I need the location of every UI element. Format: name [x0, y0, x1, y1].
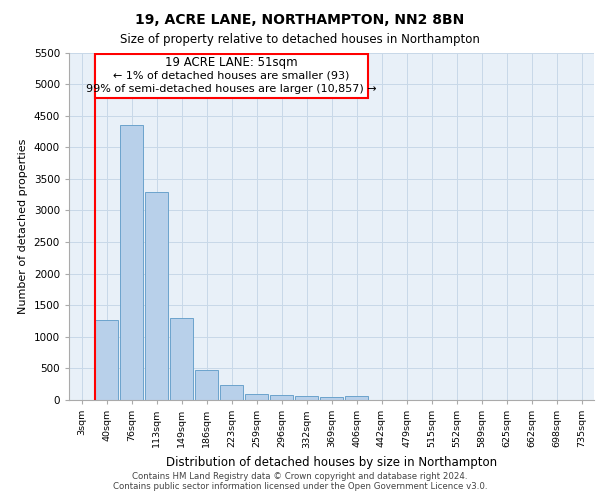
FancyBboxPatch shape [95, 54, 368, 98]
Y-axis label: Number of detached properties: Number of detached properties [18, 138, 28, 314]
Text: ← 1% of detached houses are smaller (93): ← 1% of detached houses are smaller (93) [113, 71, 350, 81]
Text: 19 ACRE LANE: 51sqm: 19 ACRE LANE: 51sqm [165, 56, 298, 69]
Bar [145, 192, 169, 400]
X-axis label: Distribution of detached houses by size in Northampton: Distribution of detached houses by size … [166, 456, 497, 469]
Text: Size of property relative to detached houses in Northampton: Size of property relative to detached ho… [120, 32, 480, 46]
Bar [95, 320, 118, 400]
Text: 99% of semi-detached houses are larger (10,857) →: 99% of semi-detached houses are larger (… [86, 84, 377, 94]
Bar [344, 396, 368, 400]
Bar [119, 125, 143, 400]
Bar [295, 396, 319, 400]
Bar [245, 394, 268, 400]
Bar [170, 318, 193, 400]
Bar [320, 398, 343, 400]
Bar [194, 370, 218, 400]
Bar [220, 386, 244, 400]
Text: 19, ACRE LANE, NORTHAMPTON, NN2 8BN: 19, ACRE LANE, NORTHAMPTON, NN2 8BN [136, 12, 464, 26]
Bar [269, 395, 293, 400]
Text: Contains HM Land Registry data © Crown copyright and database right 2024.
Contai: Contains HM Land Registry data © Crown c… [113, 472, 487, 491]
